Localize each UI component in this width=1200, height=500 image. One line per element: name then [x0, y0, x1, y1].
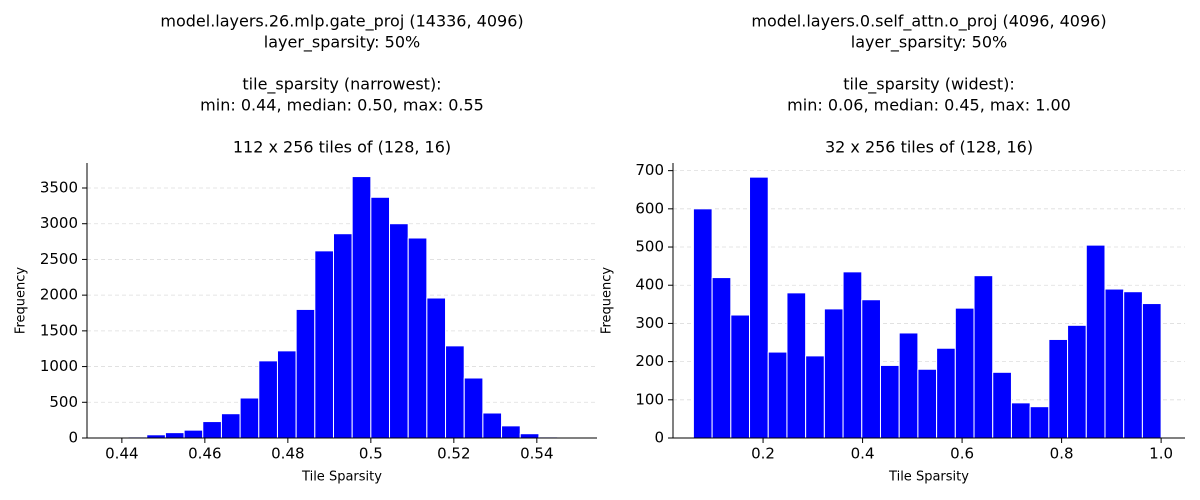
bar	[1067, 324, 1087, 439]
bar	[842, 271, 863, 439]
bar	[501, 425, 521, 439]
bar	[164, 432, 185, 439]
bar	[823, 308, 844, 439]
chart-title: model.layers.0.self_attn.o_proj (4096, 4…	[751, 12, 1106, 32]
bar	[389, 223, 409, 439]
y-tick-label: 0	[654, 429, 664, 447]
bar	[1104, 288, 1125, 439]
y-tick-label: 100	[635, 390, 664, 408]
bar	[258, 360, 278, 439]
bar	[936, 347, 956, 439]
y-tick-label: 700	[635, 161, 664, 179]
bar	[692, 208, 713, 439]
bar	[445, 345, 465, 439]
bar	[898, 332, 919, 439]
bar	[463, 377, 484, 439]
bar	[1029, 406, 1050, 439]
y-tick-label: 3500	[40, 179, 78, 197]
y-tick-label: 0	[68, 429, 78, 447]
x-axis-label: Tile Sparsity	[301, 470, 382, 485]
y-tick-label: 400	[635, 276, 664, 294]
bar	[220, 413, 241, 439]
bar	[370, 196, 391, 439]
x-tick-label: 1.0	[1149, 445, 1173, 463]
bar	[1141, 303, 1162, 439]
y-axis-label: Frequency	[600, 267, 615, 334]
chart-title: 112 x 256 tiles of (128, 16)	[233, 138, 451, 157]
bar	[295, 308, 316, 439]
x-tick-label: 0.46	[188, 445, 221, 463]
bar	[954, 307, 975, 439]
bar	[276, 350, 297, 439]
bar	[239, 397, 260, 439]
x-tick-label: 0.4	[851, 445, 875, 463]
bar	[314, 250, 334, 439]
chart-title: tile_sparsity (widest):	[843, 75, 1015, 95]
bar	[730, 314, 751, 439]
bar	[482, 412, 503, 439]
bar	[917, 368, 938, 439]
y-tick-label: 1500	[40, 321, 78, 339]
y-tick-label: 2000	[40, 286, 78, 304]
chart-title: model.layers.26.mlp.gate_proj (14336, 40…	[160, 12, 523, 32]
bar	[426, 297, 447, 439]
x-tick-label: 0.5	[359, 445, 383, 463]
bar	[805, 355, 825, 439]
bar	[519, 433, 540, 439]
x-tick-label: 0.6	[950, 445, 974, 463]
bar	[183, 429, 204, 439]
x-tick-label: 0.2	[751, 445, 775, 463]
x-tick-label: 0.48	[271, 445, 304, 463]
chart-title: layer_sparsity: 50%	[264, 33, 420, 53]
y-tick-label: 2500	[40, 250, 78, 268]
bar	[861, 299, 881, 439]
x-axis-label: Tile Sparsity	[888, 470, 969, 485]
bar	[711, 277, 732, 439]
bar	[1085, 244, 1106, 439]
bar	[973, 275, 994, 439]
chart-title: min: 0.06, median: 0.45, max: 1.00	[787, 96, 1071, 115]
y-tick-label: 1000	[40, 357, 78, 375]
y-tick-label: 500	[49, 393, 78, 411]
y-tick-label: 3000	[40, 214, 78, 232]
bar	[202, 421, 222, 439]
x-tick-label: 0.8	[1050, 445, 1074, 463]
bar	[1010, 402, 1031, 439]
bar	[332, 233, 353, 439]
bar	[407, 237, 428, 439]
x-tick-label: 0.54	[520, 445, 553, 463]
chart-title: layer_sparsity: 50%	[851, 33, 1007, 53]
chart-title: tile_sparsity (narrowest):	[242, 75, 441, 95]
bar	[749, 176, 769, 439]
x-tick-label: 0.44	[105, 445, 138, 463]
y-tick-label: 600	[635, 199, 664, 217]
bar	[879, 364, 900, 439]
y-axis-label: Frequency	[14, 267, 29, 334]
bar	[786, 292, 807, 439]
y-tick-label: 500	[635, 238, 664, 256]
bar	[1048, 338, 1069, 439]
chart-title: 32 x 256 tiles of (128, 16)	[825, 138, 1033, 157]
bar	[1123, 291, 1143, 439]
chart-title: min: 0.44, median: 0.50, max: 0.55	[200, 96, 484, 115]
y-tick-label: 200	[635, 352, 664, 370]
bar	[351, 176, 372, 439]
x-tick-label: 0.52	[437, 445, 470, 463]
bar	[767, 351, 788, 439]
y-tick-label: 300	[635, 314, 664, 332]
bar	[992, 371, 1012, 439]
